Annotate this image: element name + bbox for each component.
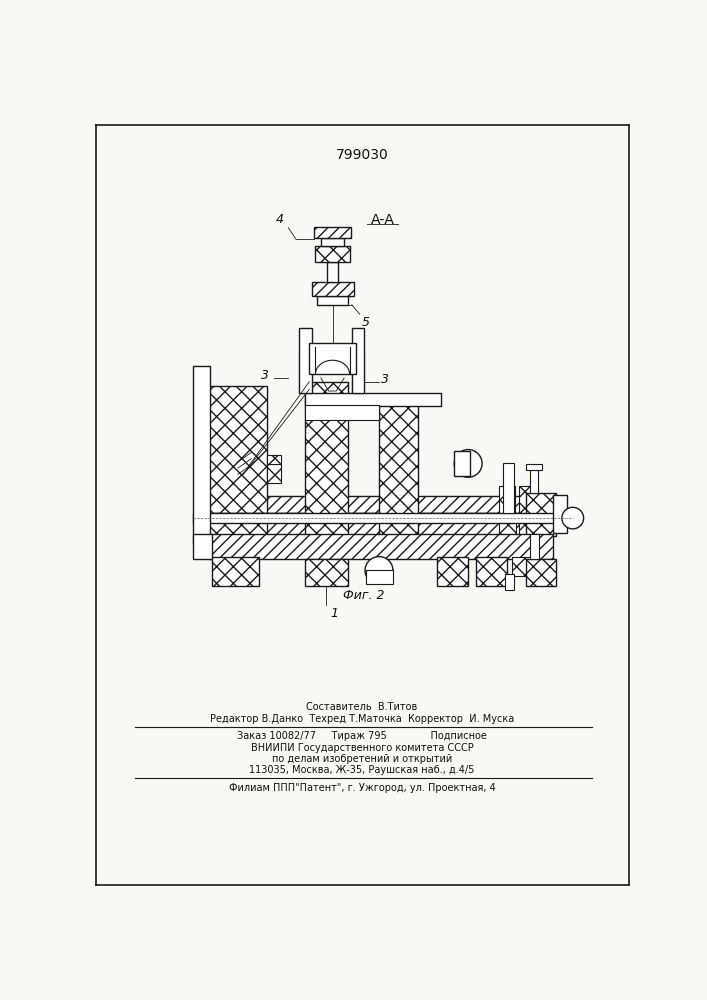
Bar <box>530 534 539 559</box>
Bar <box>314 227 351 238</box>
Bar <box>305 405 379 420</box>
Bar <box>526 493 556 536</box>
Bar <box>209 513 267 536</box>
Text: 799030: 799030 <box>336 148 388 162</box>
Bar <box>352 328 364 393</box>
Bar <box>526 559 556 586</box>
Bar <box>312 282 354 296</box>
Text: Филиам ППП"Патент", г. Ужгород, ул. Проектная, 4: Филиам ППП"Патент", г. Ужгород, ул. Прое… <box>228 783 496 793</box>
Text: 5: 5 <box>362 316 370 329</box>
Bar <box>299 351 312 393</box>
Bar <box>437 557 468 586</box>
Text: 1: 1 <box>330 607 338 620</box>
Text: ВНИИПИ Государственного комитета СССР: ВНИИПИ Государственного комитета СССР <box>250 743 473 753</box>
Bar <box>499 486 515 513</box>
Bar <box>526 464 542 470</box>
Bar <box>513 557 539 576</box>
Text: Редактор В.Данко  Техред Т.Маточка  Корректор  И. Муска: Редактор В.Данко Техред Т.Маточка Коррек… <box>210 714 514 724</box>
Bar <box>530 470 538 493</box>
Text: 113035, Москва, Ж-35, Раушская наб., д.4/5: 113035, Москва, Ж-35, Раушская наб., д.4… <box>250 765 474 775</box>
Bar <box>193 366 210 544</box>
Text: Заказ 10082/77     Тираж 795              Подписное: Заказ 10082/77 Тираж 795 Подписное <box>237 731 487 741</box>
Bar <box>321 238 344 246</box>
Bar <box>299 328 312 393</box>
Text: Фиг. 2: Фиг. 2 <box>343 589 384 602</box>
Bar <box>518 486 534 513</box>
Bar <box>267 455 281 464</box>
Text: по делам изобретений и открытий: по делам изобретений и открытий <box>271 754 452 764</box>
Bar <box>305 559 348 586</box>
Text: Составитель  В.Титов: Составитель В.Титов <box>306 702 418 712</box>
Text: А-А: А-А <box>371 213 395 227</box>
Bar <box>476 557 507 586</box>
Bar <box>267 464 281 483</box>
Bar <box>193 513 573 523</box>
Bar <box>209 513 554 536</box>
Bar <box>212 557 259 586</box>
Bar <box>503 463 514 513</box>
Bar <box>352 351 364 393</box>
Bar <box>209 534 554 559</box>
Bar <box>327 262 338 282</box>
Bar <box>193 534 212 559</box>
Bar <box>518 513 535 536</box>
Bar <box>499 513 516 536</box>
Bar <box>305 393 441 406</box>
Bar <box>505 574 514 590</box>
Circle shape <box>562 507 583 529</box>
Bar <box>209 386 267 513</box>
Bar <box>317 296 348 305</box>
Circle shape <box>365 557 393 584</box>
Text: 3: 3 <box>261 369 269 382</box>
Bar <box>454 451 469 476</box>
Text: 3: 3 <box>381 373 390 386</box>
Circle shape <box>454 450 482 477</box>
Bar <box>379 401 418 536</box>
Bar <box>554 495 567 533</box>
Bar <box>305 382 348 536</box>
Bar <box>315 246 351 262</box>
Bar <box>366 570 393 584</box>
Text: 4: 4 <box>276 213 284 226</box>
Bar <box>309 343 356 374</box>
Bar <box>209 496 554 513</box>
